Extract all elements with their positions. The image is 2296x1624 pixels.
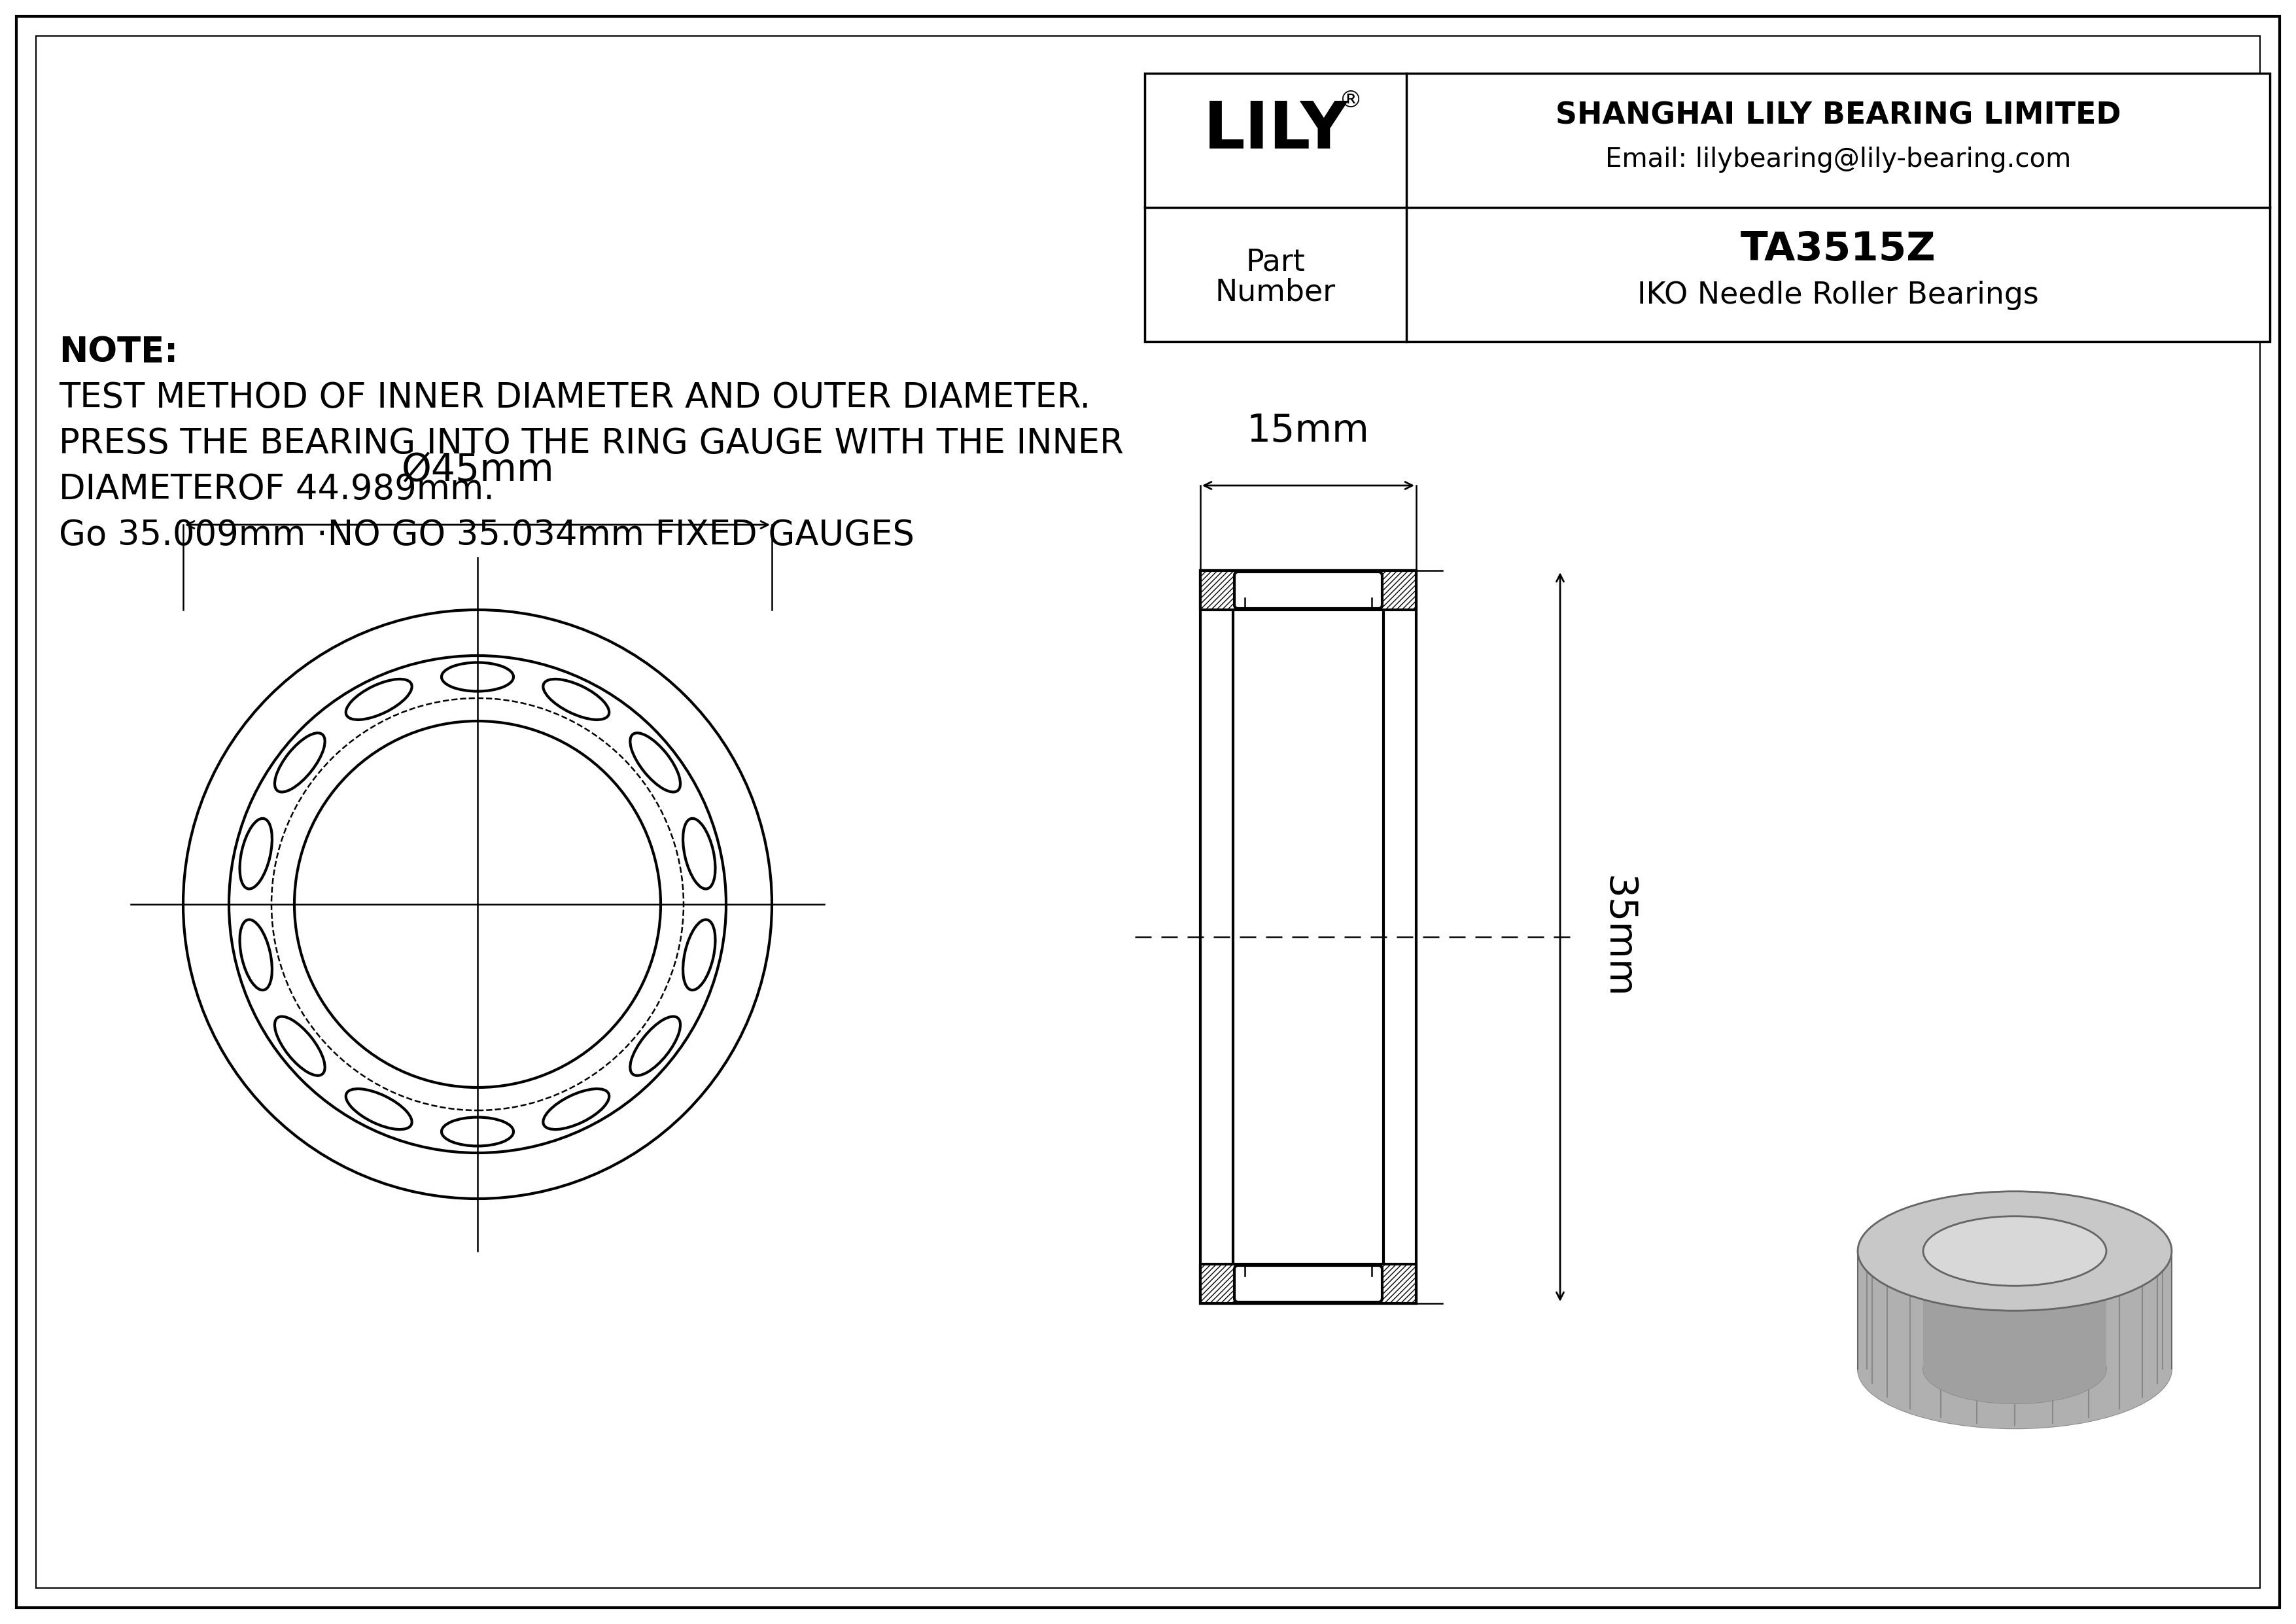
- Text: SHANGHAI LILY BEARING LIMITED: SHANGHAI LILY BEARING LIMITED: [1554, 101, 2122, 130]
- Polygon shape: [1857, 1250, 2172, 1429]
- Text: Go 35.009mm ·NO GO 35.034mm FIXED GAUGES: Go 35.009mm ·NO GO 35.034mm FIXED GAUGES: [60, 518, 914, 552]
- Text: 15mm: 15mm: [1247, 412, 1371, 450]
- Ellipse shape: [1924, 1333, 2105, 1403]
- FancyBboxPatch shape: [1235, 572, 1382, 609]
- Text: NOTE:: NOTE:: [60, 335, 179, 369]
- Text: PRESS THE BEARING INTO THE RING GAUGE WITH THE INNER: PRESS THE BEARING INTO THE RING GAUGE WI…: [60, 427, 1123, 461]
- Ellipse shape: [1924, 1216, 2105, 1286]
- Text: LILY: LILY: [1203, 99, 1348, 162]
- Text: Email: lilybearing@lily-bearing.com: Email: lilybearing@lily-bearing.com: [1605, 146, 2071, 174]
- Text: 35mm: 35mm: [1600, 875, 1637, 999]
- Text: IKO Needle Roller Bearings: IKO Needle Roller Bearings: [1637, 281, 2039, 310]
- Ellipse shape: [1857, 1192, 2172, 1311]
- Bar: [1201, 570, 1417, 611]
- Text: Number: Number: [1215, 278, 1336, 307]
- Bar: [1201, 570, 1417, 1304]
- Bar: [1201, 1263, 1417, 1304]
- Text: Part: Part: [1247, 248, 1304, 278]
- Text: DIAMETEROF 44.989mm.: DIAMETEROF 44.989mm.: [60, 473, 494, 507]
- FancyBboxPatch shape: [1235, 1265, 1382, 1302]
- Polygon shape: [1924, 1250, 2105, 1403]
- Bar: [1146, 73, 2271, 341]
- Text: Ø45mm: Ø45mm: [402, 451, 553, 489]
- Text: TA3515Z: TA3515Z: [1740, 231, 1936, 270]
- Text: ®: ®: [1339, 89, 1362, 112]
- Ellipse shape: [1857, 1309, 2172, 1429]
- Text: TEST METHOD OF INNER DIAMETER AND OUTER DIAMETER.: TEST METHOD OF INNER DIAMETER AND OUTER …: [60, 380, 1091, 414]
